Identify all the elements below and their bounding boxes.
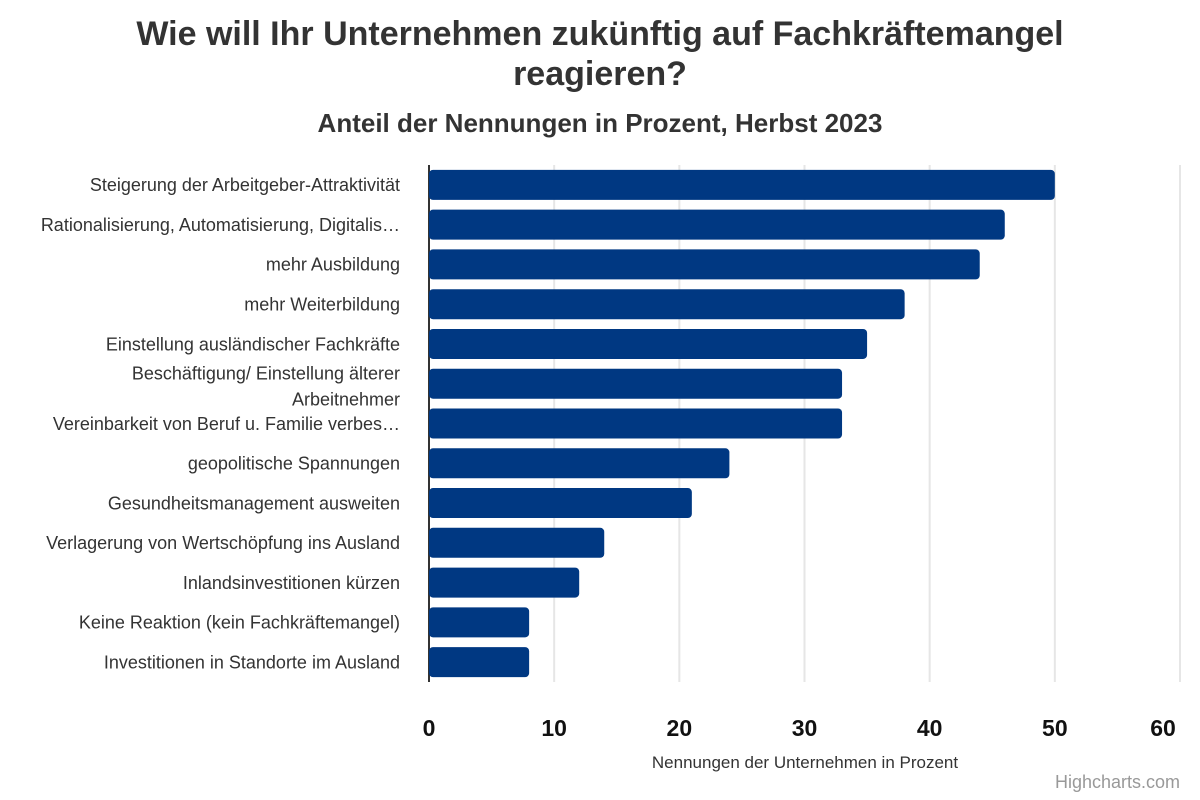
bar[interactable]: Rationalisierung, Automatisierung, Digit…: [429, 209, 1005, 240]
category-label: Steigerung der Arbeitgeber-Attraktivität: [90, 175, 400, 195]
bar[interactable]: Gesundheitsmanagement ausweiten: 21: [429, 488, 692, 519]
bar[interactable]: Vereinbarkeit von Beruf u. Familie verbe…: [429, 408, 843, 439]
x-axis-title: Nennungen der Unternehmen in Prozent: [652, 753, 958, 772]
bar[interactable]: geopolitische Spannungen: 24: [429, 448, 730, 479]
category-label: Verlagerung von Wertschöpfung ins Auslan…: [46, 533, 400, 553]
x-tick-label: 40: [917, 715, 943, 741]
bar[interactable]: Inlandsinvestitionen kürzen: 12: [429, 567, 580, 598]
category-label: mehr Weiterbildung: [244, 294, 400, 314]
bar[interactable]: Verlagerung von Wertschöpfung ins Auslan…: [429, 527, 605, 558]
bar[interactable]: Einstellung ausländischer Fachkräfte: 35: [429, 328, 868, 359]
highcharts-credit[interactable]: Highcharts.com: [1054, 772, 1180, 792]
category-label: Keine Reaktion (kein Fachkräftemangel): [79, 613, 400, 633]
bar[interactable]: Steigerung der Arbeitgeber-Attraktivität…: [429, 169, 1055, 200]
category-label: Gesundheitsmanagement ausweiten: [108, 493, 400, 513]
category-label: Inlandsinvestitionen kürzen: [183, 573, 400, 593]
bar[interactable]: Investitionen in Standorte im Ausland: 8: [429, 647, 530, 678]
bar[interactable]: mehr Ausbildung: 44: [429, 249, 980, 280]
chart-subtitle: Anteil der Nennungen in Prozent, Herbst …: [317, 108, 883, 138]
category-label: Einstellung ausländischer Fachkräfte: [106, 334, 400, 354]
bar[interactable]: Keine Reaktion (kein Fachkräftemangel): …: [429, 607, 530, 638]
x-tick-label: 20: [667, 715, 693, 741]
category-label: Investitionen in Standorte im Ausland: [104, 652, 400, 672]
chart-title: Wie will Ihr Unternehmen zukünftig auf F…: [136, 15, 1064, 93]
x-tick-label: 50: [1042, 715, 1068, 741]
x-tick-label: 30: [792, 715, 818, 741]
x-tick-label: 0: [423, 715, 436, 741]
x-tick-label: 10: [541, 715, 567, 741]
category-label: Rationalisierung, Automatisierung, Digit…: [41, 215, 400, 235]
category-label: mehr Ausbildung: [266, 255, 400, 275]
bar[interactable]: Beschäftigung/ Einstellung älterer Arbei…: [429, 368, 843, 399]
category-label: geopolitische Spannungen: [188, 454, 400, 474]
x-tick-label: 60: [1150, 715, 1176, 741]
category-label: Vereinbarkeit von Beruf u. Familie verbe…: [53, 414, 400, 434]
category-label: Beschäftigung/ Einstellung älterer Arbeit…: [132, 364, 400, 410]
bar[interactable]: mehr Weiterbildung: 38: [429, 289, 905, 320]
